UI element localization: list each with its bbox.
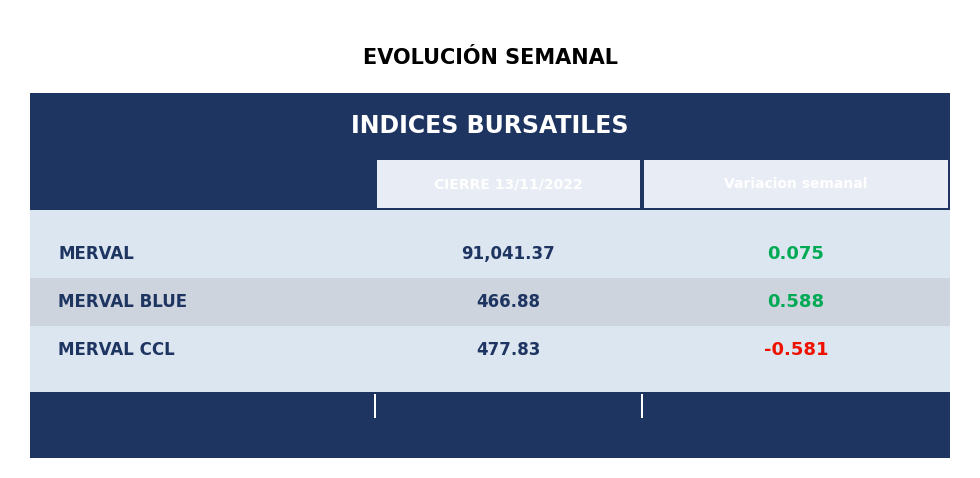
Bar [644,160,948,208]
Text: INDICES BURSATILES: INDICES BURSATILES [351,113,629,138]
Text: CIERRE 13/11/2022: CIERRE 13/11/2022 [434,177,583,191]
Text: EVOLUCIÓN SEMANAL: EVOLUCIÓN SEMANAL [363,48,617,68]
Bar [30,326,950,374]
Bar [30,93,950,458]
Text: -0.581: -0.581 [763,341,828,359]
Bar [377,160,640,208]
Text: 477.83: 477.83 [476,341,541,359]
Text: 0.075: 0.075 [767,245,824,263]
Bar [30,374,950,392]
Text: Variacion semanal: Variacion semanal [724,177,867,191]
Text: 0.588: 0.588 [767,293,824,311]
Bar [30,278,950,326]
Text: 91,041.37: 91,041.37 [462,245,556,263]
Bar [30,230,950,278]
Bar [30,392,950,420]
Bar [641,394,643,418]
Bar [30,93,950,158]
Bar [30,158,950,210]
Bar [30,210,950,230]
Text: MERVAL: MERVAL [58,245,134,263]
Text: MERVAL CCL: MERVAL CCL [58,341,174,359]
Bar [374,394,376,418]
Text: MERVAL BLUE: MERVAL BLUE [58,293,187,311]
Text: 466.88: 466.88 [476,293,540,311]
